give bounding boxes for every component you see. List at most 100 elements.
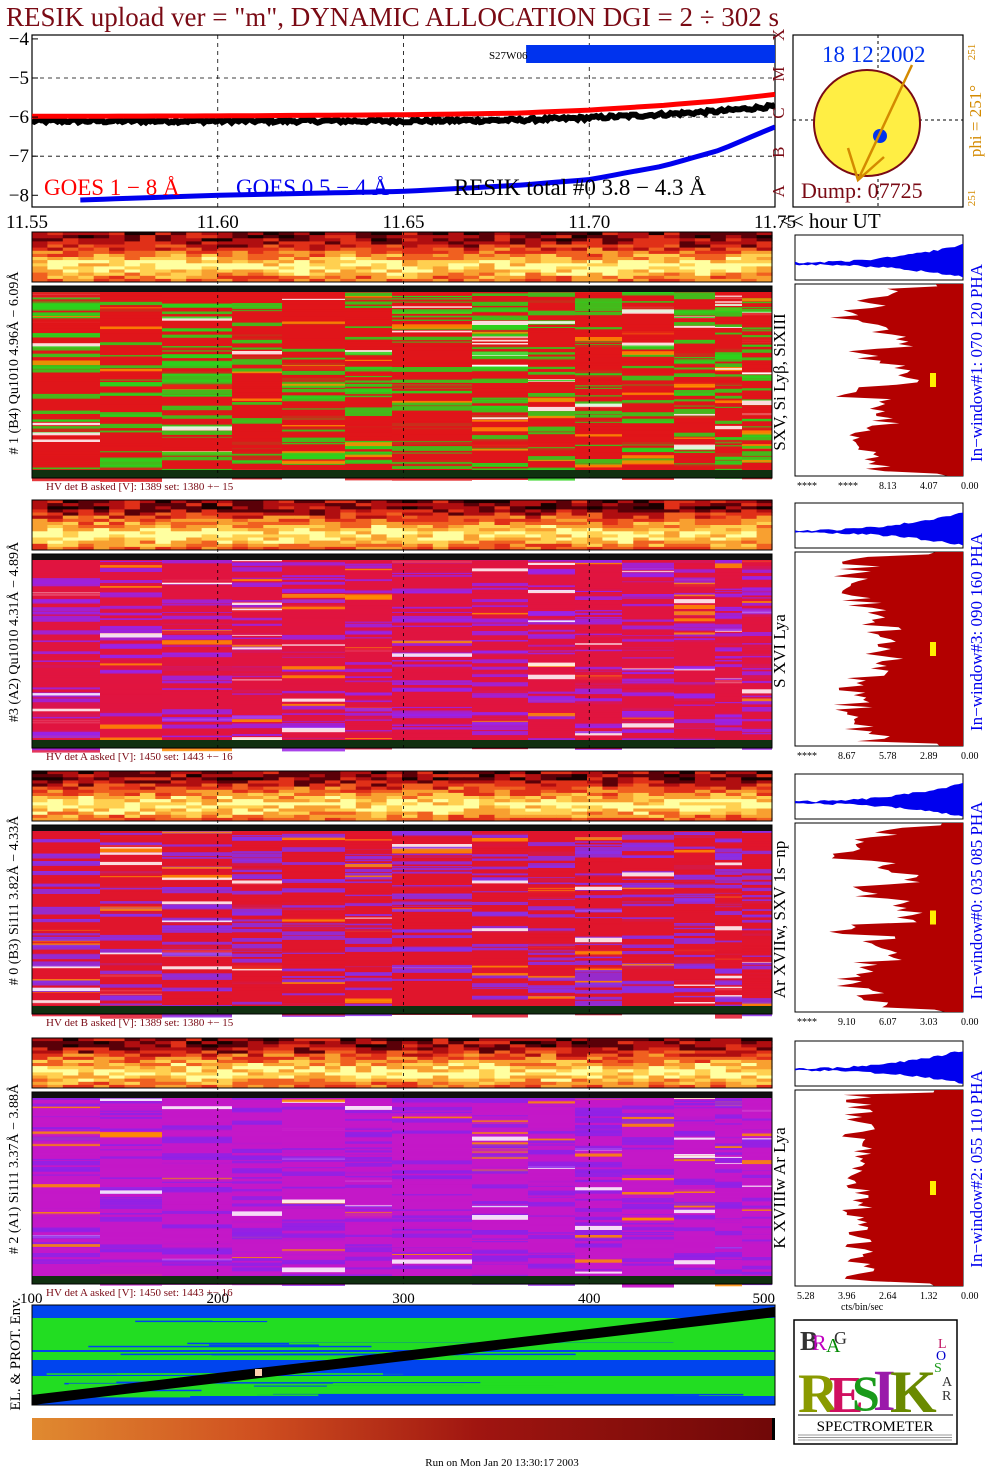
detector-label: # 1 (B4) Qu1010 4.96Å − 6.09Å (6, 271, 22, 455)
hist-tick-label: **** (797, 1017, 817, 1028)
logo-letter-l: L (938, 1337, 947, 1352)
page-title: RESIK upload ver = "m", DYNAMIC ALLOCATI… (6, 2, 779, 32)
series-line-resik-total (32, 101, 775, 127)
x-tick-label: 11.65 (382, 212, 424, 233)
event-label: S27W06 (489, 50, 528, 62)
detector-panel-2: HV det B asked [V]: 1389 set: 1380 +− 15… (6, 770, 986, 1029)
in-window-label: In−window#3: 090 160 PHA (967, 532, 986, 731)
footer-run-info: Run on Mon Jan 20 13:30:17 2003 (425, 1457, 579, 1469)
energy-strip-marker (772, 1418, 775, 1440)
x-tick-label: 11.70 (568, 212, 610, 233)
main-image-frame (31, 285, 773, 479)
main-image-bottom-band (32, 1276, 772, 1284)
goes-class-label: B (769, 147, 788, 158)
goes-class-axis: X M C B A (769, 29, 788, 198)
hist-tick-label: 1.32 (920, 1291, 938, 1302)
main-image-bottom-band (32, 740, 772, 748)
spectrum-strip (32, 1038, 773, 1089)
hist-tick-label: 0.00 (961, 1291, 979, 1302)
hist-tick-label: 0.00 (961, 751, 979, 762)
logo-frame (793, 1319, 958, 1445)
bottom-tick-label: 500 (753, 1291, 776, 1307)
window-marker (930, 642, 936, 656)
bottom-tick-label: 100 (20, 1291, 43, 1307)
detector-panel-1: HV det A asked [V]: 1450 set: 1443 +− 16… (6, 499, 986, 763)
spectrum-histogram (842, 1090, 963, 1286)
event-bar (526, 45, 775, 63)
environment-trend-line (31, 1307, 776, 1405)
goes-class-label: A (769, 184, 788, 197)
hv-status-text: HV det A asked [V]: 1450 set: 1443 +− 16 (46, 1287, 233, 1299)
spectrum-strip-frame (31, 231, 773, 283)
logo-letter-r-small: R (812, 1330, 827, 1355)
spectrum-histogram (830, 284, 963, 476)
goes-class-label: X (769, 29, 788, 41)
detector-label: # 2 (A1) Si111 3.37Å − 3.88Å (6, 1083, 22, 1254)
hist-tick-label: 2.64 (879, 1291, 897, 1302)
main-image-top-band (32, 1092, 772, 1098)
hv-status-text: HV det B asked [V]: 1389 set: 1380 +− 15 (46, 481, 234, 493)
pha-histogram (795, 1051, 963, 1084)
y-tick-label: −7 (9, 146, 29, 167)
hist-unit-label: cts/bin/sec (841, 1302, 884, 1313)
logo-fine-print (798, 1434, 952, 1441)
main-image (32, 825, 772, 1019)
detector-label: #3 (A2) Qu1010 4.31Å − 4.89Å (6, 541, 22, 722)
line-id-label: K XVIIIw Ar Lya (770, 1127, 789, 1249)
hist-tick-label: 3.03 (920, 1017, 938, 1028)
main-image-top-band (32, 554, 772, 560)
legend-goes-05-4: GOES 0.5 − 4 Å (236, 175, 389, 200)
hist-tick-label: **** (838, 481, 858, 492)
main-image-top-band (32, 286, 772, 292)
detector-panel-3: HV det A asked [V]: 1450 set: 1443 +− 16… (6, 1037, 986, 1313)
main-image (32, 286, 772, 482)
resik-logo: B R A G R E S I K S O L A R SPECTROMETER (793, 1319, 958, 1445)
main-image (32, 554, 772, 753)
logo-letter-g: G (834, 1328, 847, 1348)
environment-frame (31, 1304, 776, 1406)
line-id-label: S XVI Lya (770, 614, 789, 688)
legend-goes-1-8: GOES 1 − 8 Å (44, 175, 180, 200)
window-marker (930, 373, 936, 387)
spectrum-strip-frame (31, 770, 773, 822)
bottom-x-axis: 100 200 300 400 500 (20, 1291, 775, 1307)
y-tick-label: −8 (9, 185, 29, 206)
main-image-frame (31, 1091, 773, 1285)
detector-panels: HV det B asked [V]: 1389 set: 1380 +− 15… (6, 231, 986, 1313)
main-image-bottom-band (32, 1006, 772, 1014)
hist-tick-label: 8.67 (838, 751, 856, 762)
logo-letter-b: B (800, 1326, 818, 1356)
hist-tick-label: 0.00 (961, 1017, 979, 1028)
sun-panel: 18 12 2002 Dump: 07725 phi = 251° 251 25… (792, 34, 985, 208)
pha-histogram (795, 782, 963, 817)
main-image-frame (31, 824, 773, 1015)
logo-letter-o: O (936, 1349, 946, 1364)
energy-strip (32, 1418, 775, 1440)
dump-label: Dump: 07725 (801, 178, 923, 203)
pha-histogram (795, 243, 963, 278)
hist-tick-label: 6.07 (879, 1017, 897, 1028)
spectrum-strip (32, 232, 773, 283)
spectrum-strip (32, 500, 773, 551)
logo-letter-s2: S (934, 1361, 942, 1376)
detector-label: # 0 (B3) Si111 3.82Å − 4.33Å (6, 815, 22, 985)
window-marker (930, 910, 936, 925)
logo-letter-s: S (852, 1365, 880, 1421)
hist-tick-label: 3.96 (838, 1291, 856, 1302)
lightcurve-x-axis: 11.55 11.60 11.65 11.70 11.75 (6, 212, 796, 233)
y-tick-label: −5 (9, 68, 29, 89)
main-image-bottom-band (32, 470, 772, 478)
phi-bottom-label: 251 (966, 190, 978, 207)
x-tick-label: 11.60 (197, 212, 239, 233)
lightcurve-y-axis: −4 −5 −6 −7 −8 (9, 29, 38, 206)
window-marker (930, 1181, 936, 1195)
phi-top-label: 251 (966, 44, 978, 61)
phi-label: phi = 251° (966, 85, 985, 157)
logo-letter-k: K (890, 1359, 937, 1425)
main-image-frame (31, 553, 773, 749)
x-tick-label: 11.75 (754, 212, 796, 233)
detector-panel-0: HV det B asked [V]: 1389 set: 1380 +− 15… (6, 231, 986, 493)
in-window-label: In−window#1: 070 120 PHA (967, 263, 986, 462)
hist-tick-label: **** (797, 481, 817, 492)
